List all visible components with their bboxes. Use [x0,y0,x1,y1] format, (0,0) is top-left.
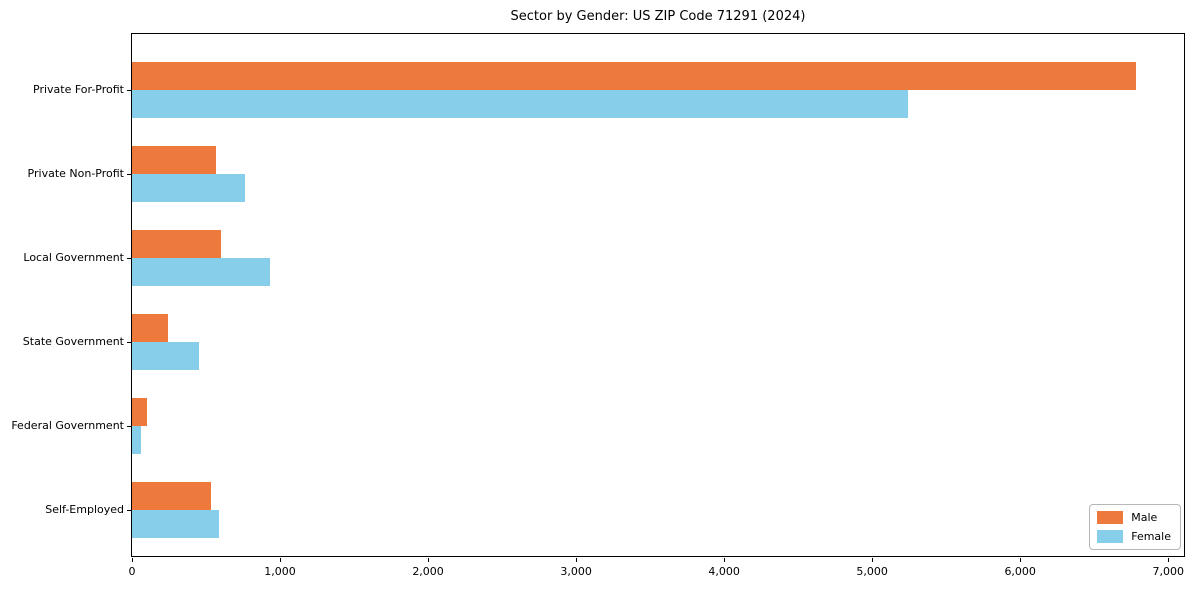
x-axis-tick [132,558,133,562]
x-axis-tick [1020,558,1022,562]
bar-male-self-employed [132,481,211,510]
bar-female-local-government [132,257,270,286]
bar-female-self-employed [132,509,220,538]
x-tick-label-0: 0 [128,565,136,578]
bar-female-state-government [132,341,199,370]
legend-swatch-female [1097,530,1124,543]
legend-label-female: Female [1131,530,1171,543]
x-tick-label-7-000: 7,000 [1152,565,1184,578]
y-axis-tick [127,173,131,175]
y-category-label-private-for-profit: Private For-Profit [33,83,124,96]
bar-male-state-government [132,313,168,342]
bar-male-private-non-profit [132,145,217,174]
plot-area: Male Female Private For-Profit Private Non… [11,33,1185,578]
legend: Male Female [1089,504,1181,550]
bar-male-federal-government [132,397,147,426]
x-axis-tick [576,558,578,562]
legend-item-male: Male [1097,511,1171,524]
y-axis-tick [127,257,131,259]
x-axis-tick [872,558,874,562]
x-tick-label-2-000: 2,000 [412,565,444,578]
x-tick-label-5-000: 5,000 [856,565,888,578]
x-tick-label-4-000: 4,000 [708,565,740,578]
y-axis-tick [127,341,131,343]
x-axis-tick [280,558,282,562]
y-axis-tick [127,509,131,511]
y-axis-tick [127,425,131,427]
x-axis-tick [428,558,430,562]
bar-female-private-non-profit [132,173,245,202]
bar-male-local-government [132,229,221,258]
legend-item-female: Female [1097,530,1171,543]
x-axis-tick [1168,558,1170,562]
x-tick-label-3-000: 3,000 [560,565,592,578]
bar-female-private-for-profit [132,90,908,118]
chart-title: Sector by Gender: US ZIP Code 71291 (202… [510,9,806,24]
x-tick-label-6-000: 6,000 [1004,565,1036,578]
y-category-label-self-employed: Self-Employed [45,502,124,516]
y-category-label-private-non-profit: Private Non-Profit [27,166,124,180]
y-category-label-local-government: Local Government [23,250,124,264]
legend-label-male: Male [1131,511,1158,524]
bar-female-federal-government [132,425,141,454]
bar-male-private-for-profit [132,62,1136,90]
x-tick-label-1-000: 1,000 [264,565,296,578]
y-category-label-federal-government: Federal Government [11,418,124,432]
y-axis-tick [127,90,131,91]
y-category-label-state-government: State Government [22,334,124,348]
legend-swatch-male [1097,511,1124,524]
x-axis-tick [724,558,726,562]
